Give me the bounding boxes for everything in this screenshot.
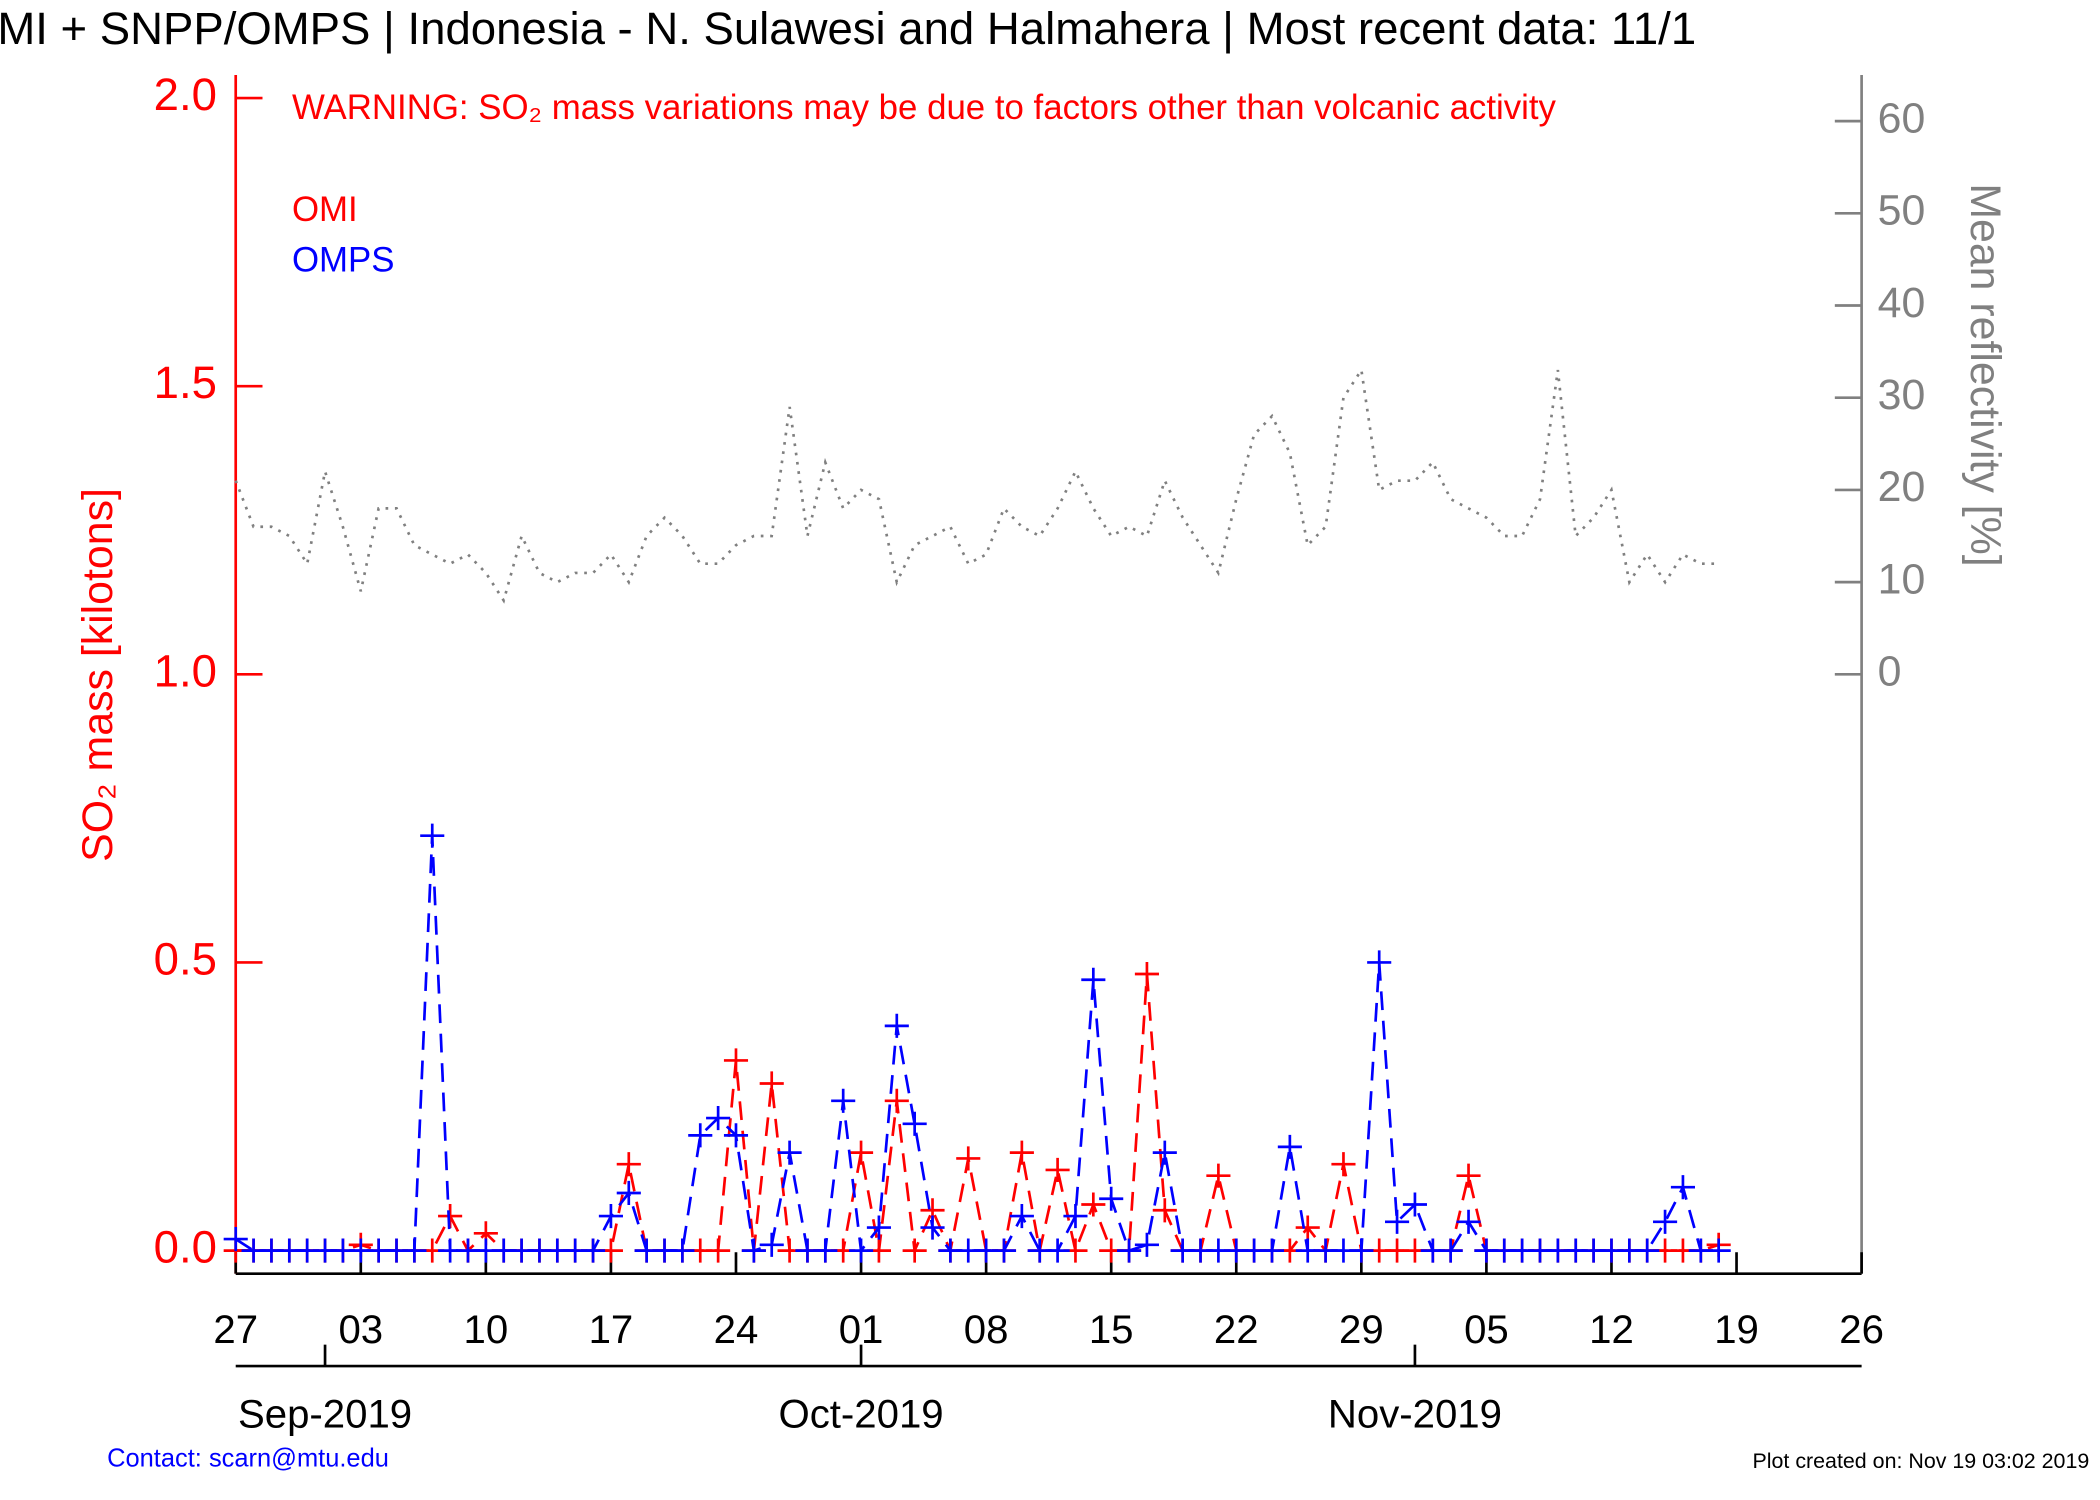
y2-tick-label: 40 (1878, 279, 1926, 327)
point-marker (777, 1140, 802, 1165)
point-marker (1367, 950, 1392, 975)
y-tick-label: 1.0 (154, 645, 217, 696)
point-marker (1206, 1163, 1231, 1188)
point-marker (1009, 1203, 1034, 1229)
point-marker (1134, 961, 1159, 987)
point-marker (920, 1215, 945, 1240)
point-marker (1099, 1186, 1124, 1211)
point-marker (1438, 1238, 1463, 1263)
point-marker (223, 1227, 248, 1252)
x-tick-label: 26 (1839, 1307, 1884, 1352)
point-marker (1152, 1198, 1177, 1223)
point-marker (1653, 1209, 1678, 1234)
point-marker (884, 1088, 909, 1113)
point-marker (706, 1106, 731, 1131)
point-marker (1670, 1175, 1695, 1200)
legend-entry: OMPS (292, 241, 395, 280)
point-marker (1402, 1192, 1427, 1217)
x-tick-label: 29 (1339, 1307, 1384, 1352)
x-tick-label: 08 (964, 1307, 1009, 1352)
y-tick-label: 0.0 (154, 1222, 217, 1273)
point-marker (991, 1238, 1017, 1263)
point-marker (688, 1123, 713, 1148)
x-tick-label: 22 (1214, 1307, 1259, 1352)
point-marker (1259, 1238, 1285, 1263)
y2-tick-label: 30 (1878, 371, 1926, 419)
point-marker (1081, 967, 1106, 992)
x-tick-label: 05 (1464, 1307, 1509, 1352)
point-marker (759, 1232, 784, 1257)
point-marker (1117, 1238, 1142, 1263)
x-tick-label: 24 (714, 1307, 759, 1352)
point-marker (598, 1203, 623, 1229)
x-tick-label: 19 (1714, 1307, 1759, 1352)
point-marker (1045, 1238, 1070, 1263)
point-marker (1331, 1152, 1356, 1177)
x-tick-label: 12 (1589, 1307, 1634, 1352)
legend-entry: OMI (292, 190, 358, 229)
point-marker (616, 1180, 641, 1206)
series-line (235, 973, 1720, 1256)
series-line (234, 835, 1719, 1255)
point-marker (1456, 1209, 1481, 1234)
x-tick-label: 10 (464, 1307, 509, 1352)
point-marker (1295, 1215, 1320, 1240)
x-tick-label: 03 (338, 1307, 383, 1352)
y-tick-label: 0.5 (154, 934, 217, 985)
y2-tick-label: 60 (1878, 94, 1926, 142)
y-tick-label: 2.0 (154, 69, 217, 120)
point-marker (580, 1238, 606, 1263)
point-marker (1152, 1140, 1177, 1165)
point-marker (1706, 1238, 1731, 1263)
x-tick-label: 27 (213, 1307, 258, 1352)
point-marker (1635, 1238, 1660, 1263)
series-line (234, 366, 1719, 604)
x-tick-label: 17 (589, 1307, 634, 1352)
point-marker (1134, 1232, 1159, 1257)
point-marker (616, 1152, 641, 1177)
y2-axis-label: Mean reflectivity [%] (1961, 183, 2009, 566)
point-marker (706, 1238, 731, 1263)
point-marker (813, 1238, 838, 1263)
point-marker (1456, 1163, 1481, 1188)
point-marker (1009, 1140, 1034, 1165)
month-label: Sep-2019 (238, 1392, 412, 1437)
point-marker (670, 1238, 695, 1263)
warning: WARNING: SO₂ mass variations may be due … (292, 88, 1557, 127)
y-axis-label: SO₂ mass [kilotons] (74, 488, 122, 862)
point-marker (420, 823, 445, 848)
x-tick-label: 15 (1089, 1307, 1134, 1352)
point-marker (1385, 1209, 1410, 1234)
contact: Contact: scarn@mtu.edu (107, 1445, 389, 1473)
y2-tick-label: 10 (1878, 555, 1926, 603)
y2-tick-label: 50 (1878, 187, 1926, 235)
point-marker (759, 1071, 784, 1096)
point-marker (1277, 1134, 1302, 1159)
point-marker (402, 1238, 427, 1263)
point-marker (902, 1238, 927, 1263)
point-marker (1063, 1203, 1088, 1229)
month-label: Nov-2019 (1328, 1392, 1502, 1437)
point-marker (884, 1013, 909, 1038)
point-marker (723, 1123, 749, 1148)
chart-title: MI + SNPP/OMPS | Indonesia - N. Sulawesi… (0, 3, 1696, 54)
point-marker (1045, 1157, 1070, 1182)
point-marker (902, 1111, 927, 1136)
y2-tick-label: 20 (1878, 463, 1926, 511)
point-marker (956, 1146, 981, 1171)
point-marker (831, 1088, 856, 1113)
y-tick-label: 1.5 (154, 357, 217, 408)
created-note: Plot created on: Nov 19 03:02 2019 (1752, 1449, 2089, 1473)
point-marker (849, 1238, 874, 1263)
point-marker (1349, 1238, 1374, 1263)
point-marker (741, 1238, 766, 1263)
point-marker (866, 1215, 891, 1240)
y2-tick-label: 0 (1878, 648, 1902, 696)
point-marker (723, 1048, 749, 1073)
point-marker (1081, 1192, 1106, 1217)
month-label: Oct-2019 (778, 1392, 943, 1437)
point-marker (849, 1140, 874, 1165)
